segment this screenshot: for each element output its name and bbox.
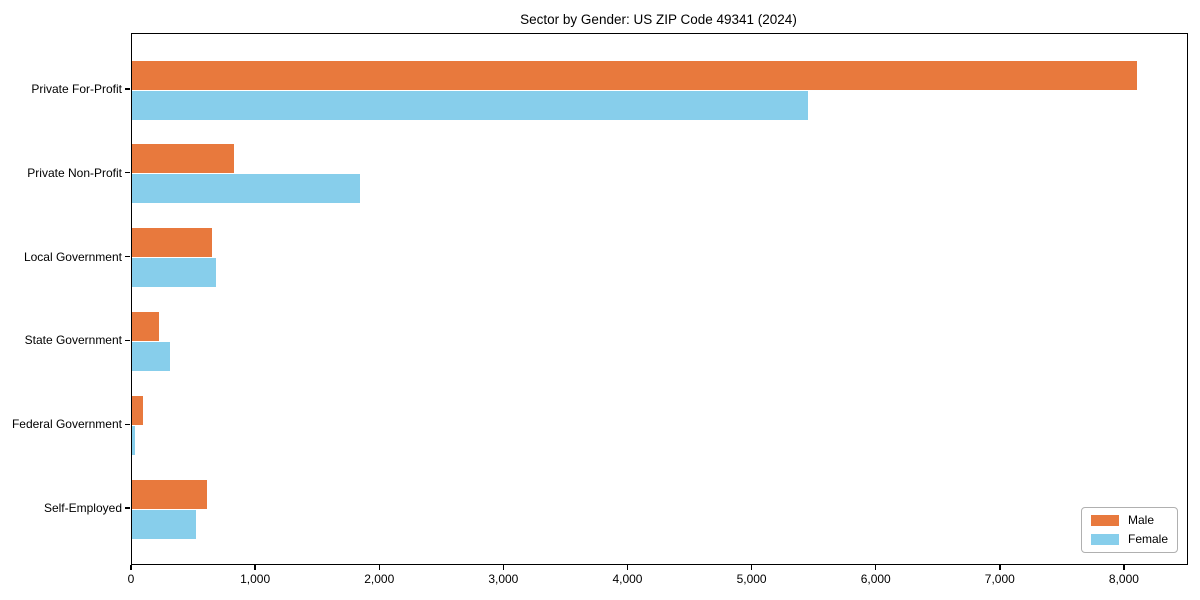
plot-area — [131, 33, 1188, 565]
x-tick — [999, 564, 1001, 570]
x-tick — [626, 564, 629, 570]
legend: Male Female — [1080, 507, 1178, 553]
x-tick-label: 6,000 — [860, 572, 891, 586]
x-tick-label: 4,000 — [612, 572, 643, 586]
y-tick — [125, 507, 130, 509]
x-tick — [378, 564, 380, 570]
legend-entry-female: Female — [1090, 532, 1168, 546]
x-tick — [130, 564, 132, 570]
y-tick — [125, 172, 130, 174]
y-tick — [125, 423, 130, 425]
bar-female-private-for-profit — [132, 90, 809, 120]
bar-male-state-government — [132, 311, 160, 341]
bar-female-private-non-profit — [132, 174, 361, 204]
y-tick — [125, 88, 130, 90]
bar-female-state-government — [132, 341, 170, 371]
x-tick-label: 5,000 — [736, 572, 767, 586]
x-tick-label: 7,000 — [984, 572, 1015, 586]
legend-entry-male: Male — [1090, 513, 1168, 527]
legend-swatch-male — [1090, 515, 1119, 526]
x-tick — [254, 564, 256, 570]
bar-female-federal-government — [132, 425, 136, 455]
x-tick — [875, 564, 877, 570]
y-tick-label: Private Non-Profit — [27, 165, 122, 180]
y-tick-label: Self-Employed — [43, 501, 122, 515]
x-tick-label: 8,000 — [1108, 572, 1139, 586]
x-tick — [502, 564, 505, 570]
y-tick-label: Private For-Profit — [31, 82, 122, 96]
bar-male-private-for-profit — [132, 60, 1138, 90]
x-tick-label: 1,000 — [240, 572, 271, 586]
y-tick-label: State Government — [24, 333, 122, 348]
bar-male-federal-government — [132, 395, 144, 425]
x-tick-label: 3,000 — [488, 572, 519, 586]
bar-female-self-employed — [132, 509, 196, 539]
y-tick-label: Federal Government — [11, 417, 122, 432]
x-tick-label: 0 — [127, 572, 135, 586]
bar-male-local-government — [132, 228, 213, 258]
y-tick — [125, 339, 130, 342]
x-tick-label: 2,000 — [364, 572, 395, 586]
legend-label-male: Male — [1127, 513, 1154, 527]
x-tick — [750, 564, 753, 570]
chart-title: Sector by Gender: US ZIP Code 49341 (202… — [520, 12, 797, 27]
legend-swatch-female — [1090, 534, 1119, 545]
legend-label-female: Female — [1127, 532, 1168, 546]
bar-male-private-non-profit — [132, 144, 234, 174]
bar-female-local-government — [132, 258, 217, 288]
bar-male-self-employed — [132, 479, 208, 509]
y-tick — [125, 255, 130, 258]
y-tick-label: Local Government — [23, 249, 122, 264]
x-tick — [1123, 564, 1125, 570]
